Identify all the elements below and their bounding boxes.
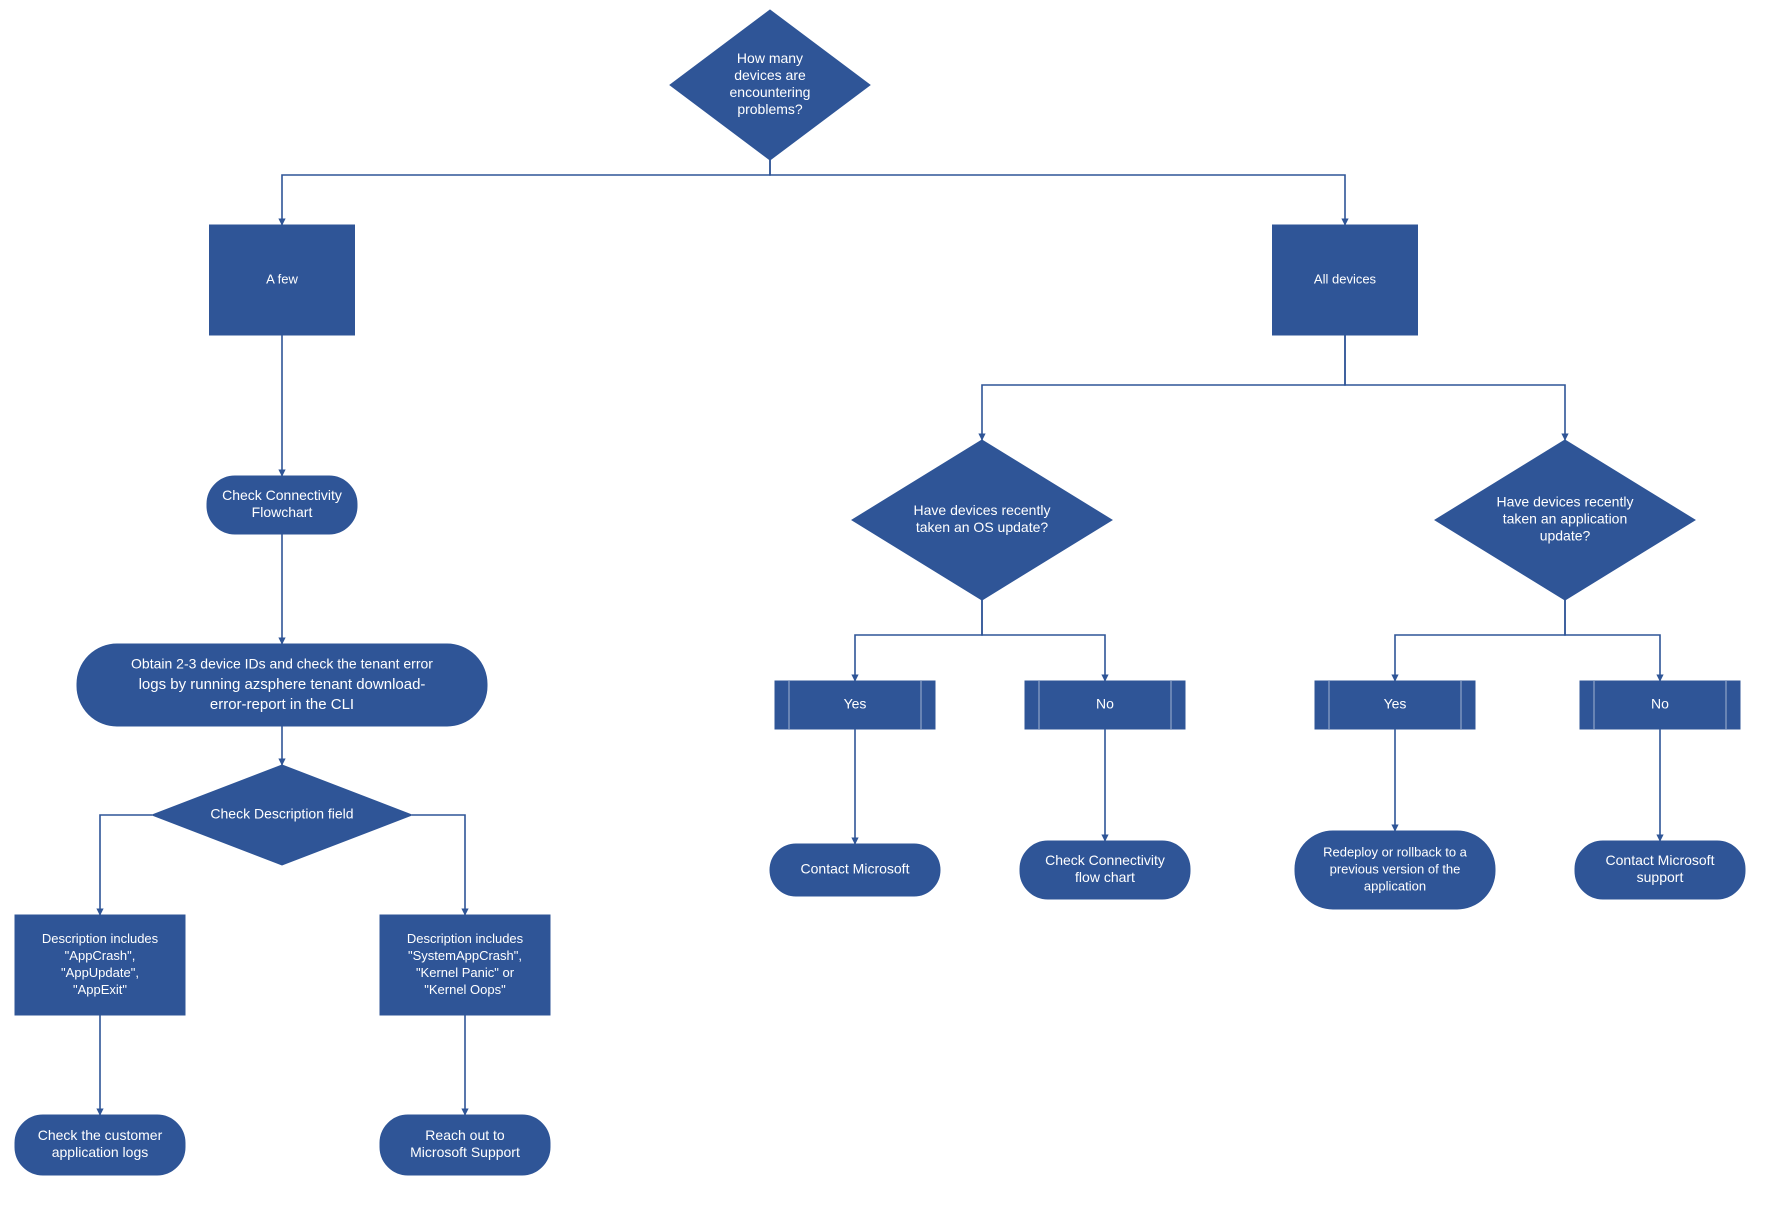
root-decision-line-2: encountering (730, 84, 811, 100)
edge-root-decision-a-few (282, 160, 770, 225)
contact-ms-support-line-0: Contact Microsoft (1606, 852, 1715, 868)
edge-check-desc-desc-sys (412, 815, 465, 915)
os-yes-line-0: Yes (844, 696, 867, 712)
redeploy-line-1: previous version of the (1330, 861, 1461, 876)
edge-check-desc-desc-app (100, 815, 152, 915)
all-devices-line-0: All devices (1314, 271, 1377, 286)
obtain-ids-line-2: error-report in the CLI (210, 696, 354, 713)
redeploy: Redeploy or rollback to a previous versio… (1295, 831, 1495, 909)
app-no-line-0: No (1651, 696, 1669, 712)
obtain-ids-line-1: logs by running azsphere tenant download… (139, 676, 426, 693)
os-update-q: Have devices recentlytaken an OS update? (852, 440, 1112, 600)
desc-app-line-2: "AppUpdate", (61, 965, 139, 980)
app-yes: Yes (1315, 681, 1475, 729)
root-decision-line-0: How many (737, 50, 803, 66)
root-decision: How manydevices areencounteringproblems? (670, 10, 870, 160)
reach-ms-support-line-0: Reach out to (425, 1127, 505, 1143)
edge-app-update-q-app-yes (1395, 600, 1565, 681)
edge-os-update-q-os-no (982, 600, 1105, 681)
app-no: No (1580, 681, 1740, 729)
contact-ms-support: Contact Microsoftsupport (1575, 841, 1745, 899)
redeploy-line-2: application (1364, 878, 1426, 893)
a-few-line-0: A few (266, 271, 298, 286)
desc-app-line-1: "AppCrash", (65, 948, 136, 963)
check-customer-logs: Check the customerapplication logs (15, 1115, 185, 1175)
contact-ms-support-line-1: support (1637, 869, 1684, 885)
app-update-q: Have devices recentlytaken an applicatio… (1435, 440, 1695, 600)
reach-ms-support-line-1: Microsoft Support (410, 1144, 520, 1160)
reach-ms-support: Reach out toMicrosoft Support (380, 1115, 550, 1175)
desc-app-line-3: "AppExit" (73, 982, 127, 997)
check-desc-line-0: Check Description field (210, 806, 353, 822)
desc-app: Description includes "AppCrash", "AppUpdat… (15, 915, 185, 1015)
all-devices: All devices (1273, 225, 1418, 335)
edge-all-devices-os-update-q (982, 335, 1345, 440)
flowchart-canvas: How manydevices areencounteringproblems?… (0, 0, 1774, 1208)
contact-ms: Contact Microsoft (770, 844, 940, 896)
check-conn-flowchart-line-1: Flowchart (252, 504, 313, 520)
edge-app-update-q-app-no (1565, 600, 1660, 681)
check-conn-flowchart-2-line-1: flow chart (1075, 869, 1135, 885)
desc-sys: Description includes "SystemAppCrash", "Ke… (380, 915, 550, 1015)
os-no: No (1025, 681, 1185, 729)
check-conn-flowchart-2: Check Connectivityflow chart (1020, 841, 1190, 899)
desc-sys-line-2: "Kernel Panic" or (416, 965, 515, 980)
obtain-ids-line-0: Obtain 2-3 device IDs and check the tena… (131, 656, 433, 672)
check-conn-flowchart: Check ConnectivityFlowchart (207, 476, 357, 534)
os-update-q-line-0: Have devices recently (914, 502, 1051, 518)
desc-sys-line-1: "SystemAppCrash", (408, 948, 522, 963)
check-customer-logs-line-1: application logs (52, 1144, 149, 1160)
contact-ms-line-0: Contact Microsoft (801, 861, 910, 877)
os-yes: Yes (775, 681, 935, 729)
edge-root-decision-all-devices (770, 160, 1345, 225)
desc-sys-line-3: "Kernel Oops" (424, 982, 506, 997)
app-update-q-line-2: update? (1540, 528, 1591, 544)
root-decision-line-1: devices are (734, 67, 806, 83)
desc-app-line-0: Description includes (42, 931, 159, 946)
os-update-q-line-1: taken an OS update? (916, 519, 1049, 535)
desc-sys-line-0: Description includes (407, 931, 524, 946)
check-conn-flowchart-line-0: Check Connectivity (222, 487, 342, 503)
redeploy-line-0: Redeploy or rollback to a (1323, 844, 1468, 859)
app-yes-line-0: Yes (1384, 696, 1407, 712)
edge-os-update-q-os-yes (855, 600, 982, 681)
os-no-line-0: No (1096, 696, 1114, 712)
a-few: A few (210, 225, 355, 335)
check-conn-flowchart-2-line-0: Check Connectivity (1045, 852, 1165, 868)
check-desc: Check Description field (152, 765, 412, 865)
app-update-q-line-0: Have devices recently (1497, 494, 1634, 510)
check-customer-logs-line-0: Check the customer (38, 1127, 163, 1143)
obtain-ids: Obtain 2-3 device IDs and check the tena… (77, 644, 487, 726)
app-update-q-line-1: taken an application (1503, 511, 1628, 527)
root-decision-line-3: problems? (737, 101, 803, 117)
edge-all-devices-app-update-q (1345, 335, 1565, 440)
